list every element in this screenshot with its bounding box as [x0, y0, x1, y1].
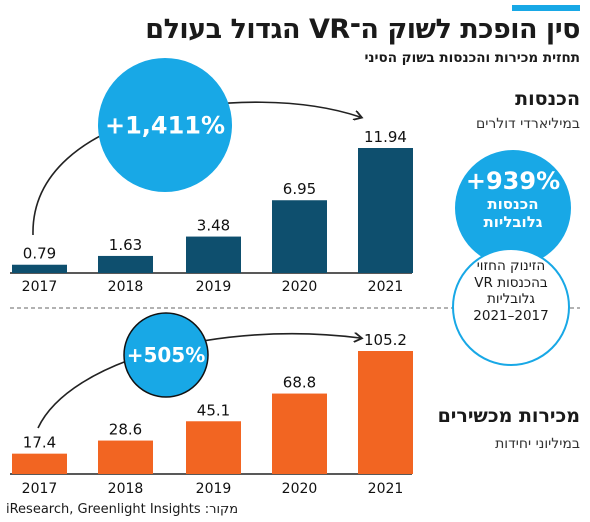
devices-growth-badge-text: +505%: [127, 343, 206, 367]
devices-category-label-2020: 2020: [282, 481, 318, 497]
revenue-bar-2018: [98, 255, 153, 273]
revenue-category-label-2019: 2019: [196, 279, 232, 295]
devices-value-label-2017: 17.4: [23, 434, 56, 452]
revenue-section-title: הכנסות: [515, 88, 580, 110]
global-growth-percent: +939%: [465, 167, 561, 195]
devices-category-label-2019: 2019: [196, 481, 232, 497]
revenue-growth-badge-text: +1,411%: [105, 112, 225, 140]
revenue-value-label-2017: 0.79: [23, 245, 56, 263]
revenue-growth-badge: [98, 58, 232, 192]
devices-bar-2019: [186, 421, 241, 474]
devices-bar-2021: [358, 351, 413, 474]
devices-category-label-2017: 2017: [22, 481, 58, 497]
devices-value-label-2018: 28.6: [109, 421, 142, 439]
revenue-value-label-2019: 3.48: [197, 217, 230, 235]
devices-section-unit: במיליוני יחידות: [495, 436, 580, 452]
page-title: סין הופכת לשוק ה־VR הגדול בעולם: [145, 14, 580, 45]
page-subtitle: תחזית מכירות והכנסות בשוק הסיני: [364, 50, 580, 66]
devices-bar-2017: [12, 453, 67, 474]
global-growth-note-years: 2021–2017: [473, 307, 549, 324]
devices-category-label-2021: 2021: [368, 481, 404, 497]
global-revenue-growth-badge: +939% הכנסות גלובליות: [455, 150, 571, 266]
revenue-value-label-2018: 1.63: [109, 236, 142, 254]
devices-section-title: מכירות מכשירים: [437, 405, 580, 427]
revenue-bar-2019: [186, 236, 241, 273]
accent-bar: [512, 5, 580, 11]
revenue-section-unit: במיליארדי דולרים: [475, 116, 580, 132]
devices-value-label-2019: 45.1: [197, 401, 230, 419]
revenue-category-label-2020: 2020: [282, 279, 318, 295]
devices-value-label-2020: 68.8: [283, 374, 316, 392]
devices-bar-2020: [272, 393, 327, 474]
global-growth-label-line1: הכנסות: [487, 195, 539, 213]
revenue-bar-2017: [12, 264, 67, 273]
devices-growth-badge: [123, 312, 209, 398]
revenue-value-label-2020: 6.95: [283, 180, 316, 198]
revenue-bar-2020: [272, 200, 327, 273]
revenue-bar-2021: [358, 148, 413, 273]
source-note: iResearch, Greenlight Insights מקור:: [6, 502, 238, 517]
source-text: iResearch, Greenlight Insights: [6, 502, 201, 517]
source-label: מקור:: [204, 502, 239, 517]
revenue-category-label-2018: 2018: [108, 279, 144, 295]
global-growth-note-text: הזינוק החזוי בהכנסות VR גלובליות: [474, 258, 548, 307]
global-growth-label-line2: גלובליות: [483, 213, 543, 231]
revenue-category-label-2021: 2021: [368, 279, 404, 295]
devices-bar-2018: [98, 440, 153, 474]
devices-value-label-2021: 105.2: [364, 331, 407, 349]
global-growth-note: הזינוק החזוי בהכנסות VR גלובליות 2021–20…: [452, 248, 570, 366]
revenue-value-label-2021: 11.94: [364, 128, 407, 146]
devices-category-label-2018: 2018: [108, 481, 144, 497]
revenue-category-label-2017: 2017: [22, 279, 58, 295]
